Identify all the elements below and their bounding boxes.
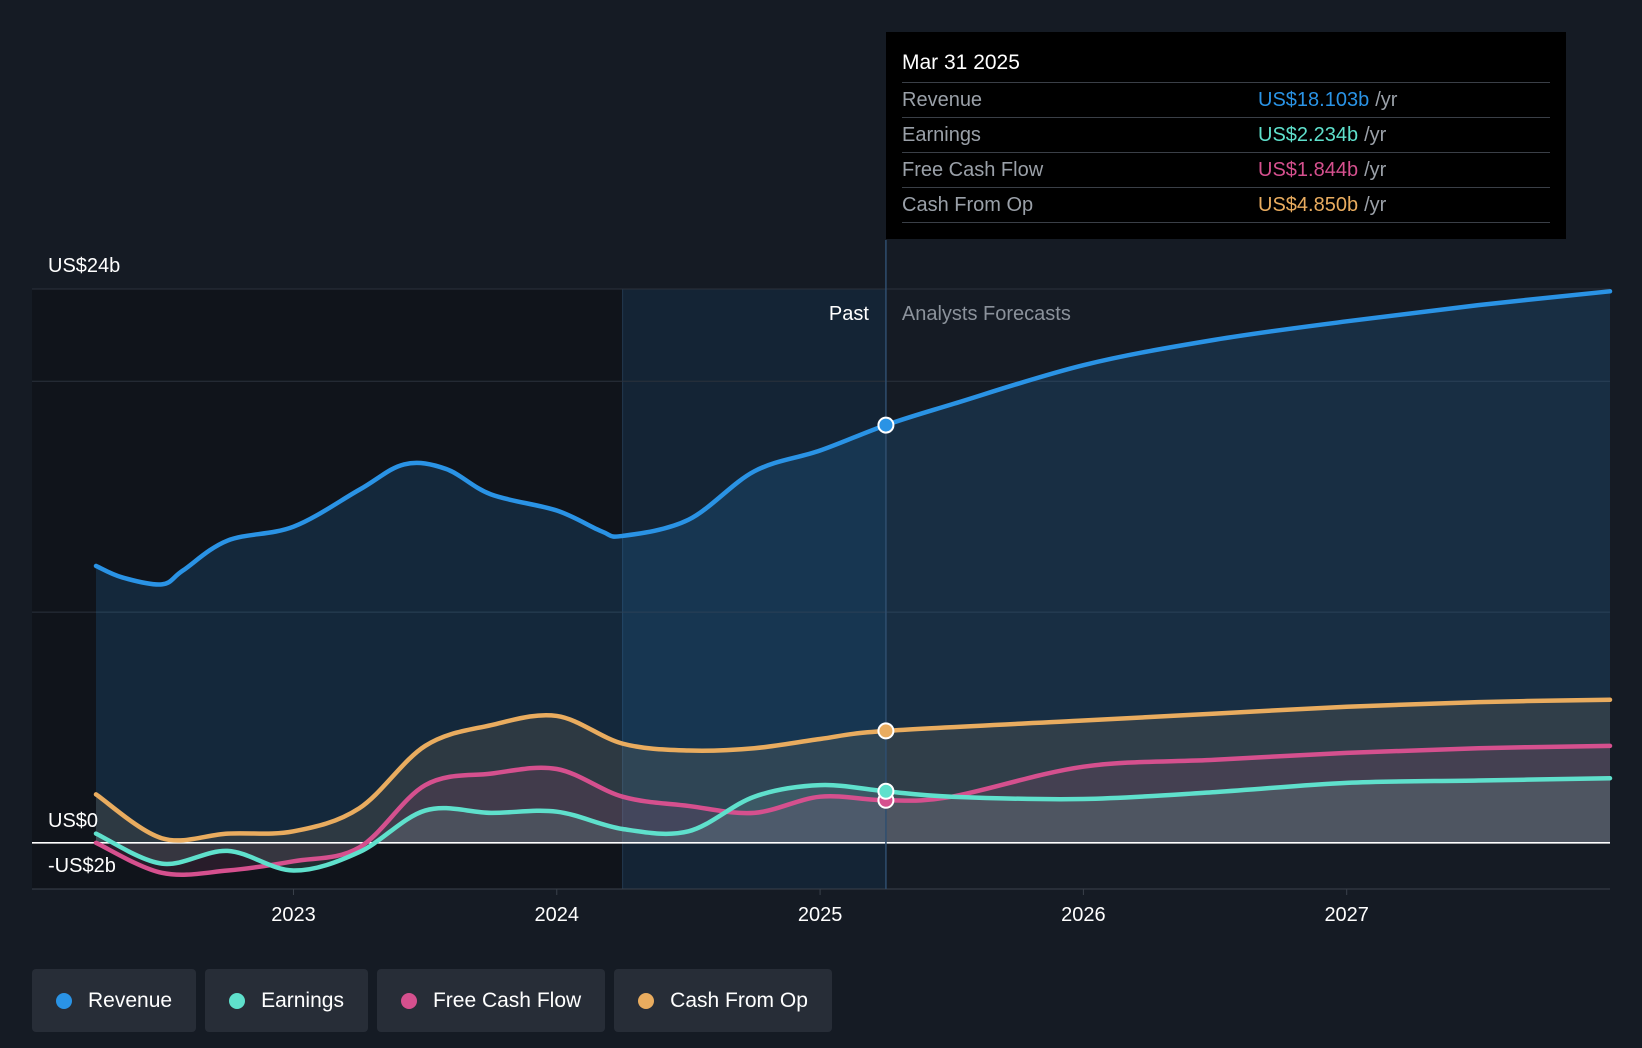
free-cash-flow-line: [93, 743, 1613, 877]
legend-label: Cash From Op: [670, 988, 808, 1012]
tooltip-unit: /yr: [1364, 194, 1387, 216]
tooltip-label: Cash From Op: [902, 194, 1034, 216]
cash-from-op-area: [96, 699, 1610, 843]
tooltip-row-revenue: Revenue US$18.103b /yr: [902, 82, 1550, 117]
earnings-line: [93, 775, 1613, 873]
past-label: Past: [829, 303, 869, 325]
tooltip-value: US$18.103b: [1258, 89, 1370, 111]
tooltip-date: Mar 31 2025: [902, 51, 1020, 74]
tooltip-row-free-cash-flow: Free Cash Flow US$1.844b /yr: [902, 152, 1550, 187]
x-tick-label: 2024: [535, 904, 580, 926]
series-lines: [93, 289, 1613, 877]
y-axis-bottom-label: -US$2b: [48, 855, 116, 877]
earnings-area: [96, 778, 1610, 871]
tooltip-row-earnings: Earnings US$2.234b /yr: [902, 117, 1550, 152]
x-axis-ticks: 2023 2024 2025 2026 2027: [271, 889, 1369, 926]
hover-tooltip: Mar 31 2025 Revenue US$18.103b /yr Earni…: [886, 32, 1566, 239]
tooltip-unit: /yr: [1375, 89, 1398, 111]
y-axis-top-label: US$24b: [48, 255, 120, 277]
revenue-marker: [877, 416, 895, 434]
series-areas: [96, 291, 1610, 875]
forecast-label: Analysts Forecasts: [902, 303, 1071, 325]
x-tick-label: 2026: [1061, 904, 1106, 926]
tooltip-label: Revenue: [902, 89, 983, 111]
tooltip-unit: /yr: [1364, 124, 1387, 146]
legend-label: Free Cash Flow: [432, 988, 582, 1012]
x-tick-label: 2027: [1324, 904, 1369, 926]
legend-item-cash-from-op[interactable]: Cash From Op: [614, 969, 832, 1032]
tooltip-unit: /yr: [1364, 159, 1387, 181]
chart-legend: Revenue Earnings Free Cash Flow Cash Fro…: [32, 969, 832, 1032]
revenue-line: [93, 289, 1613, 587]
legend-label: Revenue: [88, 988, 173, 1012]
earnings-marker: [877, 782, 895, 800]
tooltip-row-cash-from-op: Cash From Op US$4.850b /yr: [902, 187, 1550, 223]
tooltip-value: US$4.850b: [1258, 194, 1359, 216]
tooltip-value: US$1.844b: [1258, 159, 1359, 181]
legend-item-free-cash-flow[interactable]: Free Cash Flow: [376, 969, 606, 1032]
tooltip-label: Earnings: [902, 124, 981, 146]
legend-dot-icon: [56, 992, 72, 1009]
x-tick-label: 2023: [271, 904, 316, 926]
past-highlight-region: [622, 289, 886, 889]
legend-label: Earnings: [261, 988, 344, 1012]
x-tick-label: 2025: [798, 904, 843, 926]
legend-item-earnings[interactable]: Earnings: [205, 969, 368, 1032]
cash-from-op-line: [93, 697, 1613, 843]
tooltip-label: Free Cash Flow: [902, 159, 1044, 181]
cash-from-op-marker: [877, 722, 895, 740]
hover-markers: [877, 416, 895, 809]
tooltip-value: US$2.234b: [1258, 124, 1359, 146]
legend-item-revenue[interactable]: Revenue: [32, 969, 197, 1032]
legend-dot-icon: [400, 992, 417, 1009]
y-axis-zero-label: US$0: [48, 810, 98, 832]
revenue-area: [96, 291, 1610, 843]
legend-dot-icon: [638, 992, 655, 1009]
legend-dot-icon: [229, 992, 246, 1009]
